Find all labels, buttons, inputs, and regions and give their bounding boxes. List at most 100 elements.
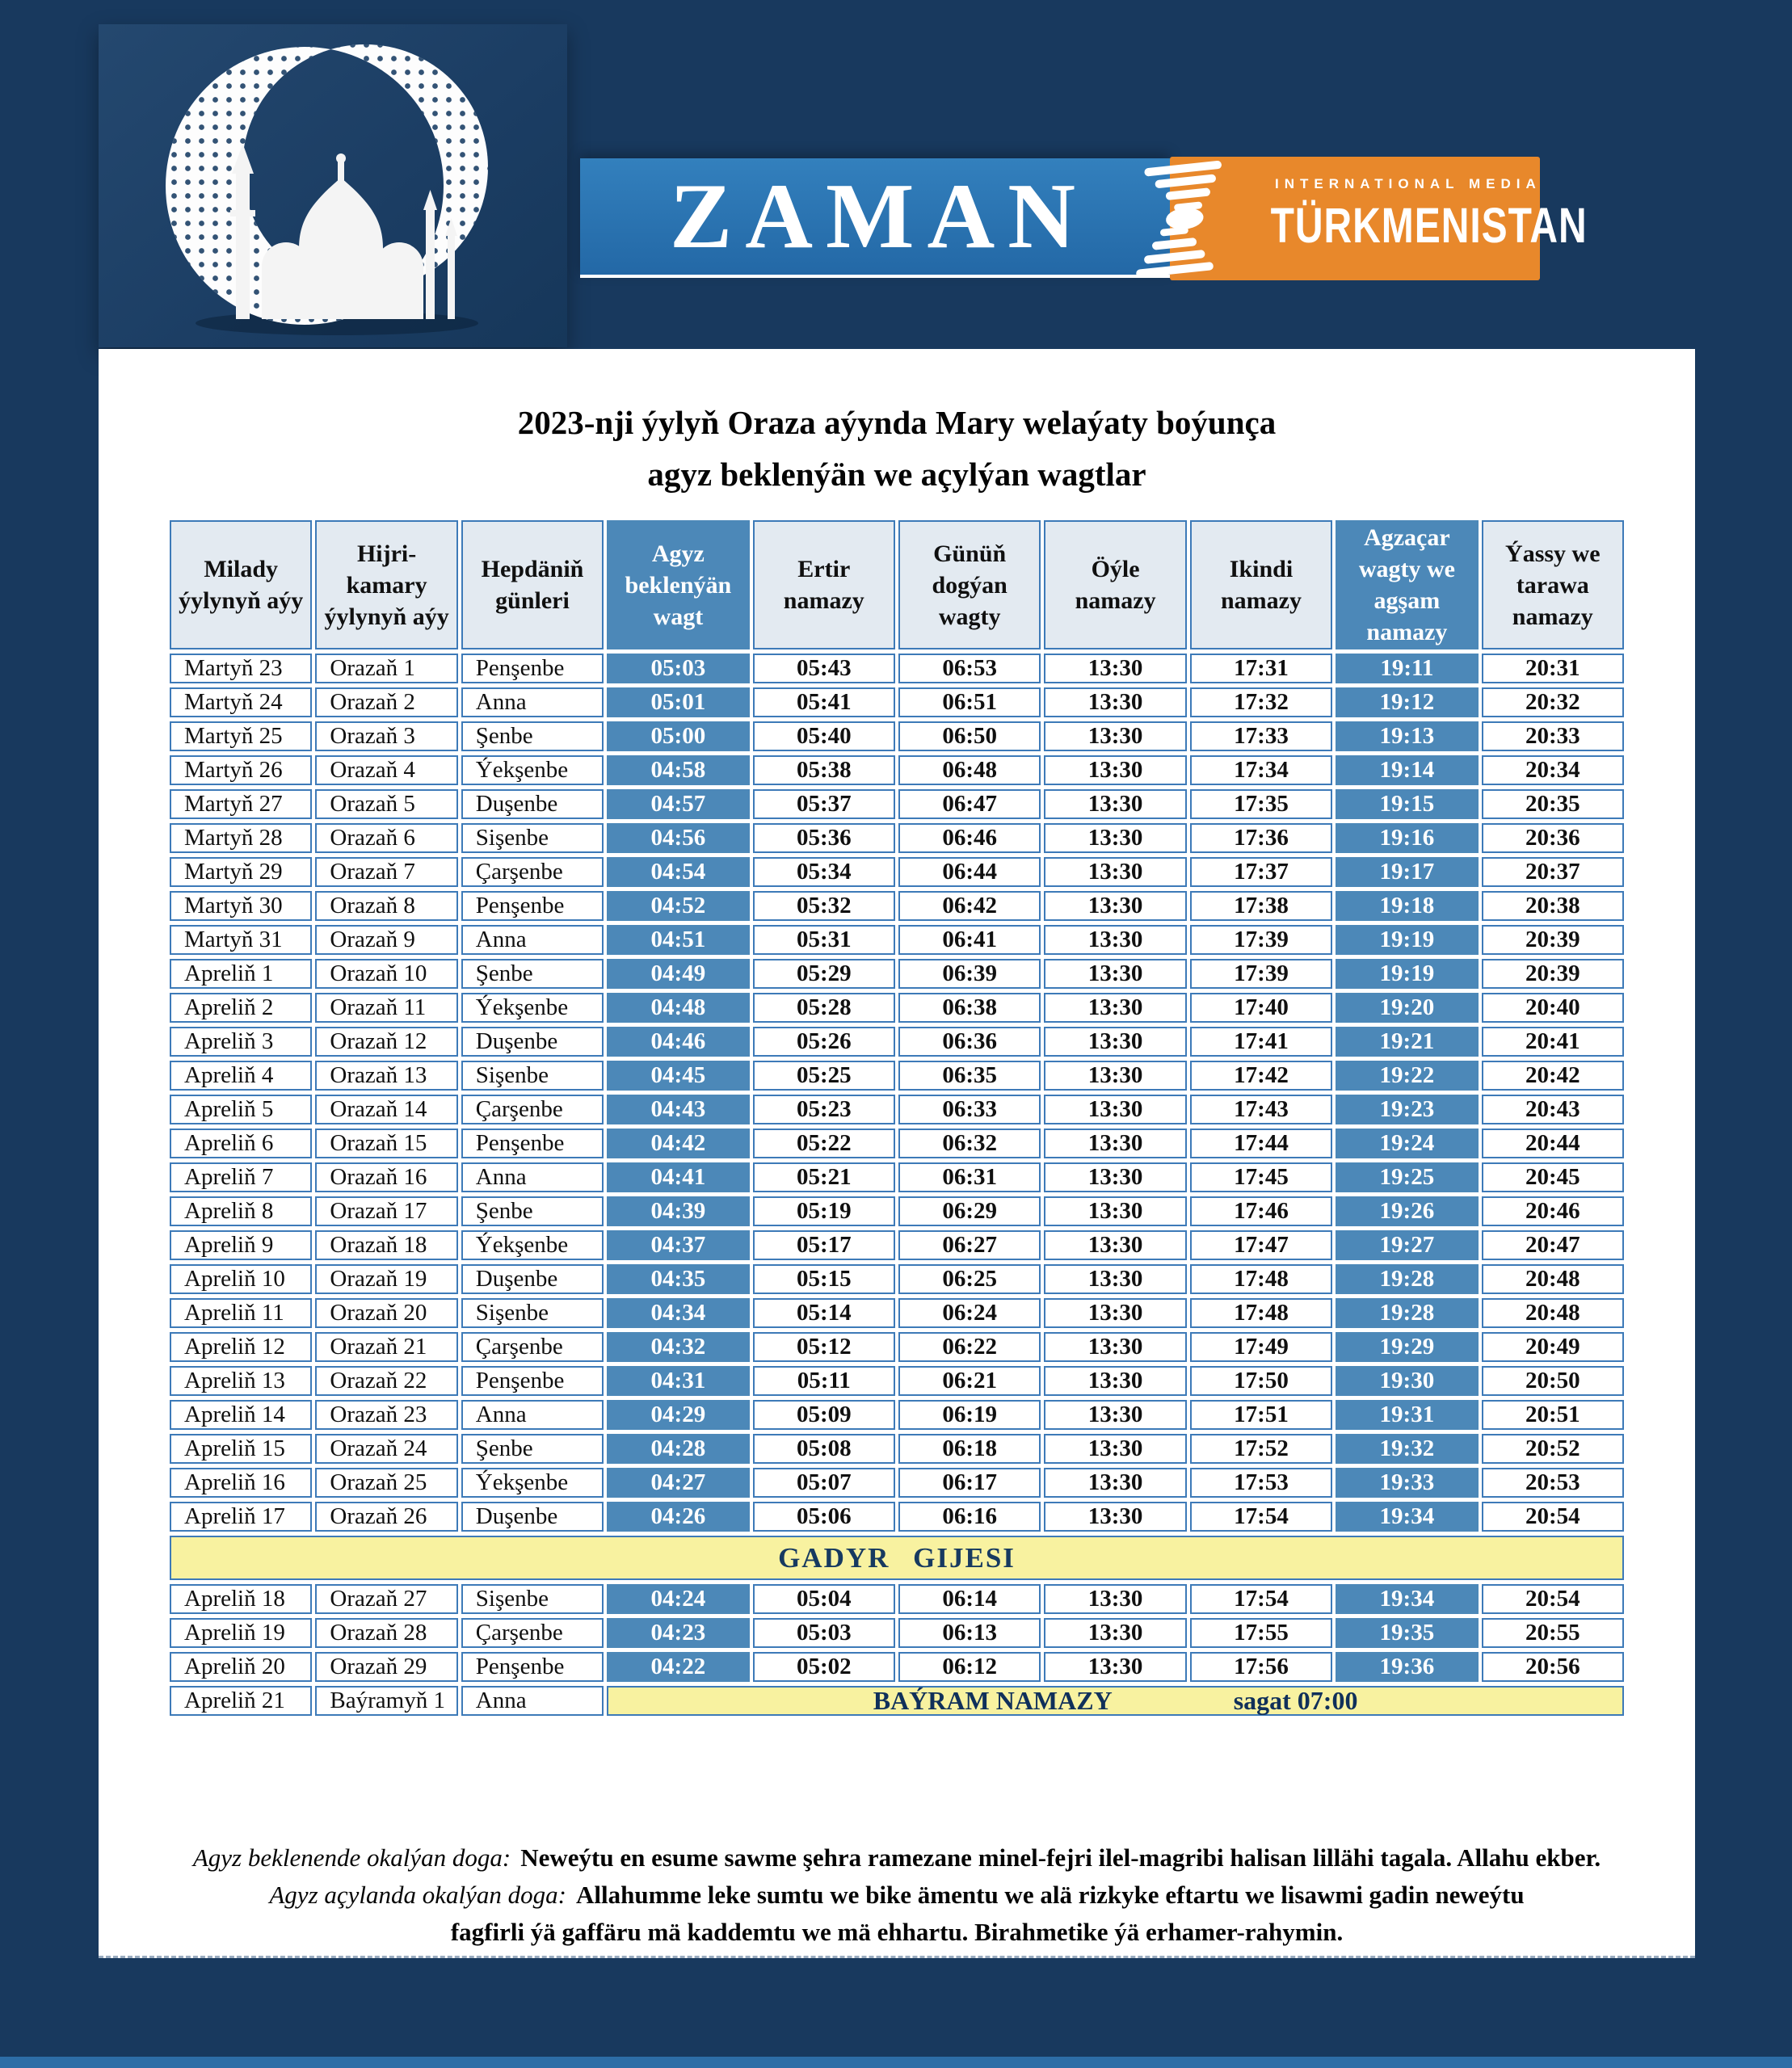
row-label-cell: Apreliň 6 [170,1129,313,1158]
row-label-cell: Orazaň 17 [315,1196,458,1226]
time-cell: 20:40 [1481,993,1624,1023]
time-cell: 06:12 [898,1652,1041,1682]
row-label-cell: Ýekşenbe [461,755,604,785]
column-header: Ikindi namazy [1189,520,1333,649]
row-label-cell: Çarşenbe [461,1618,604,1648]
time-cell: 04:34 [607,1298,750,1328]
time-cell: 06:48 [898,755,1041,785]
time-cell: 13:30 [1044,1502,1187,1532]
row-label-cell: Çarşenbe [461,1095,604,1124]
time-cell: 05:06 [752,1502,895,1532]
time-cell: 19:16 [1336,823,1479,853]
time-cell: 17:53 [1189,1468,1333,1498]
row-label-cell: Orazaň 13 [315,1061,458,1091]
time-cell: 17:44 [1189,1129,1333,1158]
time-cell: 17:34 [1189,755,1333,785]
row-label-cell: Ýekşenbe [461,993,604,1023]
row-label-cell: Orazaň 5 [315,789,458,819]
row-label-cell: Çarşenbe [461,1332,604,1362]
row-label-cell: Apreliň 8 [170,1196,313,1226]
time-cell: 13:30 [1044,1584,1187,1614]
time-cell: 06:38 [898,993,1041,1023]
page-title: 2023-nji ýylyň Oraza aýynda Mary welaýat… [99,397,1695,500]
time-cell: 06:14 [898,1584,1041,1614]
row-label-cell: Ýekşenbe [461,1230,604,1260]
time-cell: 17:40 [1189,993,1333,1023]
time-cell: 06:41 [898,925,1041,955]
time-cell: 20:51 [1481,1400,1624,1430]
row-label-cell: Martyň 30 [170,891,313,921]
row-label-cell: Duşenbe [461,1264,604,1294]
time-cell: 20:31 [1481,654,1624,683]
time-cell: 05:22 [752,1129,895,1158]
bayram-namazy-row: BAÝRAM NAMAZY sagat 07:00 [607,1686,1624,1716]
time-cell: 17:52 [1189,1434,1333,1464]
row-label-cell: Orazaň 11 [315,993,458,1023]
time-cell: 19:34 [1336,1584,1479,1614]
time-cell: 05:21 [752,1162,895,1192]
row-label-cell: Sişenbe [461,1298,604,1328]
time-cell: 04:52 [607,891,750,921]
column-header: Milady ýylynyň aýy [170,520,313,649]
time-cell: 17:46 [1189,1196,1333,1226]
time-cell: 13:30 [1044,755,1187,785]
time-cell: 04:41 [607,1162,750,1192]
crescent-moon-icon [166,44,488,335]
time-cell: 04:45 [607,1061,750,1091]
time-cell: 19:36 [1336,1652,1479,1682]
time-cell: 19:35 [1336,1618,1479,1648]
time-cell: 19:28 [1336,1298,1479,1328]
time-cell: 17:36 [1189,823,1333,853]
time-cell: 05:36 [752,823,895,853]
row-label-cell: Martyň 27 [170,789,313,819]
time-cell: 19:25 [1336,1162,1479,1192]
time-cell: 20:45 [1481,1162,1624,1192]
time-cell: 05:28 [752,993,895,1023]
time-cell: 20:42 [1481,1061,1624,1091]
time-cell: 17:31 [1189,654,1333,683]
row-label-cell: Orazaň 27 [315,1584,458,1614]
time-cell: 20:52 [1481,1434,1624,1464]
time-cell: 06:44 [898,857,1041,887]
row-label-cell: Orazaň 25 [315,1468,458,1498]
time-cell: 19:13 [1336,721,1479,751]
row-label-cell: Martyň 26 [170,755,313,785]
time-cell: 13:30 [1044,823,1187,853]
row-label-cell: Apreliň 20 [170,1652,313,1682]
row-label-cell: Apreliň 10 [170,1264,313,1294]
time-cell: 13:30 [1044,1264,1187,1294]
time-cell: 13:30 [1044,1332,1187,1362]
time-cell: 19:17 [1336,857,1479,887]
time-cell: 19:29 [1336,1332,1479,1362]
time-cell: 04:49 [607,959,750,989]
time-cell: 20:49 [1481,1332,1624,1362]
time-cell: 17:45 [1189,1162,1333,1192]
time-cell: 17:54 [1189,1502,1333,1532]
time-cell: 20:55 [1481,1618,1624,1648]
column-header: Ertir namazy [752,520,895,649]
time-cell: 19:28 [1336,1264,1479,1294]
time-cell: 19:27 [1336,1230,1479,1260]
time-cell: 05:07 [752,1468,895,1498]
row-label-cell: Apreliň 16 [170,1468,313,1498]
time-cell: 17:38 [1189,891,1333,921]
time-cell: 04:46 [607,1027,750,1057]
time-cell: 05:19 [752,1196,895,1226]
time-cell: 19:23 [1336,1095,1479,1124]
time-cell: 20:46 [1481,1196,1624,1226]
time-cell: 06:25 [898,1264,1041,1294]
page-title-line2: agyz beklenýän we açylýan wagtlar [647,455,1146,493]
doga-line-1: Agyz beklenende okalýan doga: Neweýtu en … [131,1839,1663,1877]
row-label-cell: Orazaň 3 [315,721,458,751]
time-cell: 06:47 [898,789,1041,819]
time-cell: 20:37 [1481,857,1624,887]
row-label-cell: Orazaň 28 [315,1618,458,1648]
row-label-cell: Apreliň 21 [170,1686,313,1716]
time-cell: 20:54 [1481,1502,1624,1532]
time-cell: 06:29 [898,1196,1041,1226]
time-cell: 19:20 [1336,993,1479,1023]
time-cell: 05:41 [752,687,895,717]
intl-media-label: INTERNATIONAL MEDIA [1275,176,1542,191]
time-cell: 20:50 [1481,1366,1624,1396]
time-cell: 20:33 [1481,721,1624,751]
